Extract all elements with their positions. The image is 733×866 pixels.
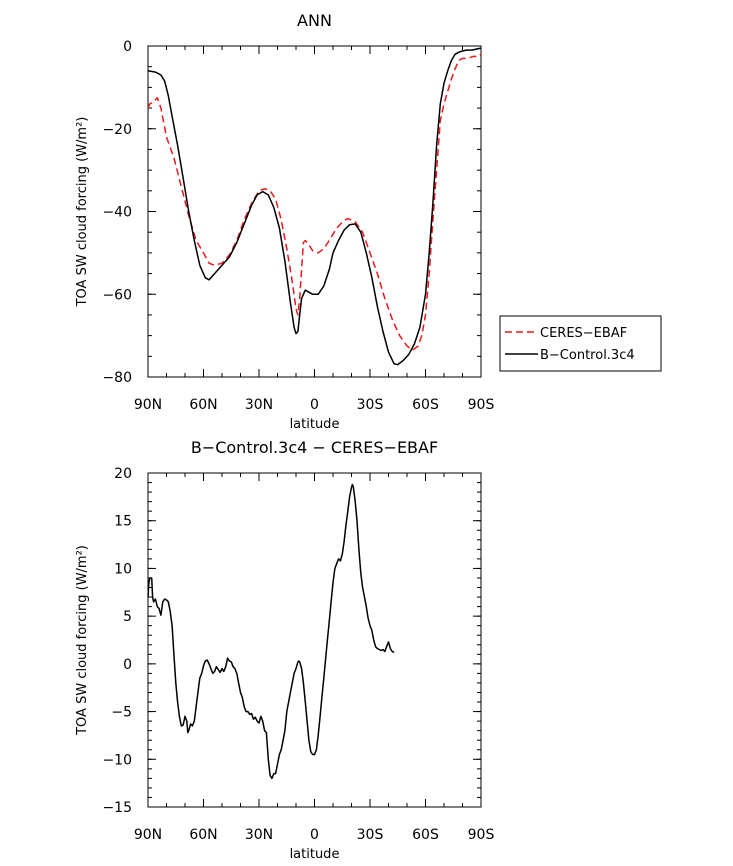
y-tick-label: 0 <box>123 39 132 55</box>
y-tick-label: −40 <box>102 205 132 221</box>
x-axis-label: latitude <box>290 417 340 432</box>
x-tick-label: 30N <box>245 397 273 413</box>
plot-frame <box>147 45 482 378</box>
series-line-1 <box>147 483 395 780</box>
axis-ticks <box>147 472 482 808</box>
y-tick-label: −5 <box>111 705 132 721</box>
x-tick-label: 60S <box>412 397 439 413</box>
y-tick-label: −15 <box>102 800 132 816</box>
x-tick-label: 30N <box>245 827 273 843</box>
x-tick-label: 60S <box>412 827 439 843</box>
series-line-1 <box>147 53 482 351</box>
chart-panel-2: B−Control.3c4 − CERES−EBAF 20 15 10 5 0 −5 −10 −… <box>75 438 494 862</box>
y-tick-label: −80 <box>102 370 132 386</box>
legend-label: B−Control.3c4 <box>540 348 635 363</box>
x-tick-label: 30S <box>357 397 384 413</box>
y-axis-label: TOA SW cloud forcing (W/m²) <box>75 117 90 308</box>
x-tick-label: 90N <box>134 397 162 413</box>
legend-box <box>499 315 662 372</box>
x-tick-label: 90N <box>134 827 162 843</box>
x-tick-label: 60N <box>189 827 217 843</box>
y-tick-label: 10 <box>114 561 132 577</box>
x-axis-label: latitude <box>290 847 340 862</box>
legend-label: CERES−EBAF <box>540 326 627 341</box>
y-tick-label: −10 <box>102 752 132 768</box>
x-tick-label: 30S <box>357 827 384 843</box>
y-tick-label: −60 <box>102 287 132 303</box>
y-tick-label: 0 <box>123 657 132 673</box>
plot-frame <box>147 472 482 808</box>
legend: CERES−EBAF B−Control.3c4 <box>499 315 662 372</box>
x-tick-label: 0 <box>310 397 319 413</box>
series-line-2 <box>147 47 482 366</box>
x-tick-label: 0 <box>310 827 319 843</box>
x-tick-label: 60N <box>189 397 217 413</box>
y-tick-label: 5 <box>123 609 132 625</box>
y-tick-label: 15 <box>114 514 132 530</box>
axis-ticks <box>147 45 482 378</box>
y-tick-label: −20 <box>102 122 132 138</box>
x-tick-label: 90S <box>468 397 495 413</box>
chart-title: B−Control.3c4 − CERES−EBAF <box>191 438 438 457</box>
chart-title: ANN <box>297 11 332 30</box>
x-tick-label: 90S <box>468 827 495 843</box>
y-axis-label: TOA SW cloud forcing (W/m²) <box>75 545 90 736</box>
y-tick-label: 20 <box>114 466 132 482</box>
